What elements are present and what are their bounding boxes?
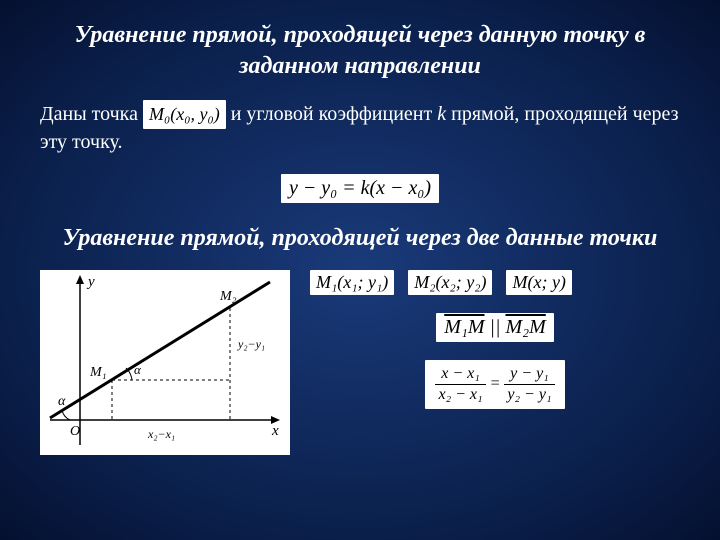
frac-den1: x₂ − x₁ — [435, 385, 485, 403]
svg-text:y: y — [86, 274, 95, 290]
main-equation-row: y − y₀ = k(x − x₀) — [40, 174, 680, 203]
final-equation-row: x − x₁ x₂ − x₁ = y − y₁ y₂ − y₁ — [310, 360, 680, 409]
given-text: Даны точка M₀(x₀, y₀) и угловой коэффици… — [40, 100, 680, 155]
mathbox-m: M(x; y) — [506, 270, 571, 295]
mathbox-main-eq: y − y₀ = k(x − x₀) — [281, 174, 439, 203]
svg-text:O: O — [70, 424, 80, 439]
svg-text:M₂: M₂ — [219, 289, 237, 304]
svg-text:x₂−x₁: x₂−x₁ — [147, 427, 175, 441]
given-mid: и угловой коэффициент — [231, 103, 438, 125]
frac-left: x − x₁ x₂ − x₁ — [435, 366, 485, 403]
given-prefix: Даны точка — [40, 103, 143, 125]
mathbox-m2: M₂(x₂; y₂) — [408, 270, 492, 295]
frac-den2: y₂ − y₁ — [504, 385, 554, 403]
vec1-label: M₁M — [444, 316, 484, 338]
svg-text:α: α — [58, 394, 66, 409]
mathbox-m0: M₀(x₀, y₀) — [143, 100, 226, 128]
svg-text:x: x — [271, 423, 279, 439]
k-var: k — [437, 103, 446, 125]
right-column: M₁(x₁; y₁) M₂(x₂; y₂) M(x; y) M₁M || M₂M… — [310, 270, 680, 409]
mathbox-m1: M₁(x₁; y₁) — [310, 270, 394, 295]
mathbox-vectors: M₁M || M₂M — [436, 313, 554, 342]
slide-subtitle: Уравнение прямой, проходящей через две д… — [40, 223, 680, 254]
mathbox-final-eq: x − x₁ x₂ − x₁ = y − y₁ y₂ − y₁ — [425, 360, 564, 409]
parallel-symbol: || — [485, 316, 506, 338]
points-row: M₁(x₁; y₁) M₂(x₂; y₂) M(x; y) — [310, 270, 680, 295]
svg-text:α: α — [134, 362, 142, 377]
diagram-row: α M₁ M₂ α y₂−y₁ x₂−x₁ y x — [40, 270, 680, 455]
frac-num2: y − y₁ — [504, 366, 554, 385]
svg-text:y₂−y₁: y₂−y₁ — [237, 337, 265, 351]
slide-title: Уравнение прямой, проходящей через данну… — [40, 20, 680, 82]
line-diagram: α M₁ M₂ α y₂−y₁ x₂−x₁ y x — [40, 270, 290, 455]
svg-text:M₁: M₁ — [89, 365, 107, 380]
eq-sign: = — [490, 375, 505, 392]
vectors-row: M₁M || M₂M — [310, 313, 680, 342]
frac-right: y − y₁ y₂ − y₁ — [504, 366, 554, 403]
frac-num1: x − x₁ — [435, 366, 485, 385]
vec2-label: M₂M — [506, 316, 546, 338]
